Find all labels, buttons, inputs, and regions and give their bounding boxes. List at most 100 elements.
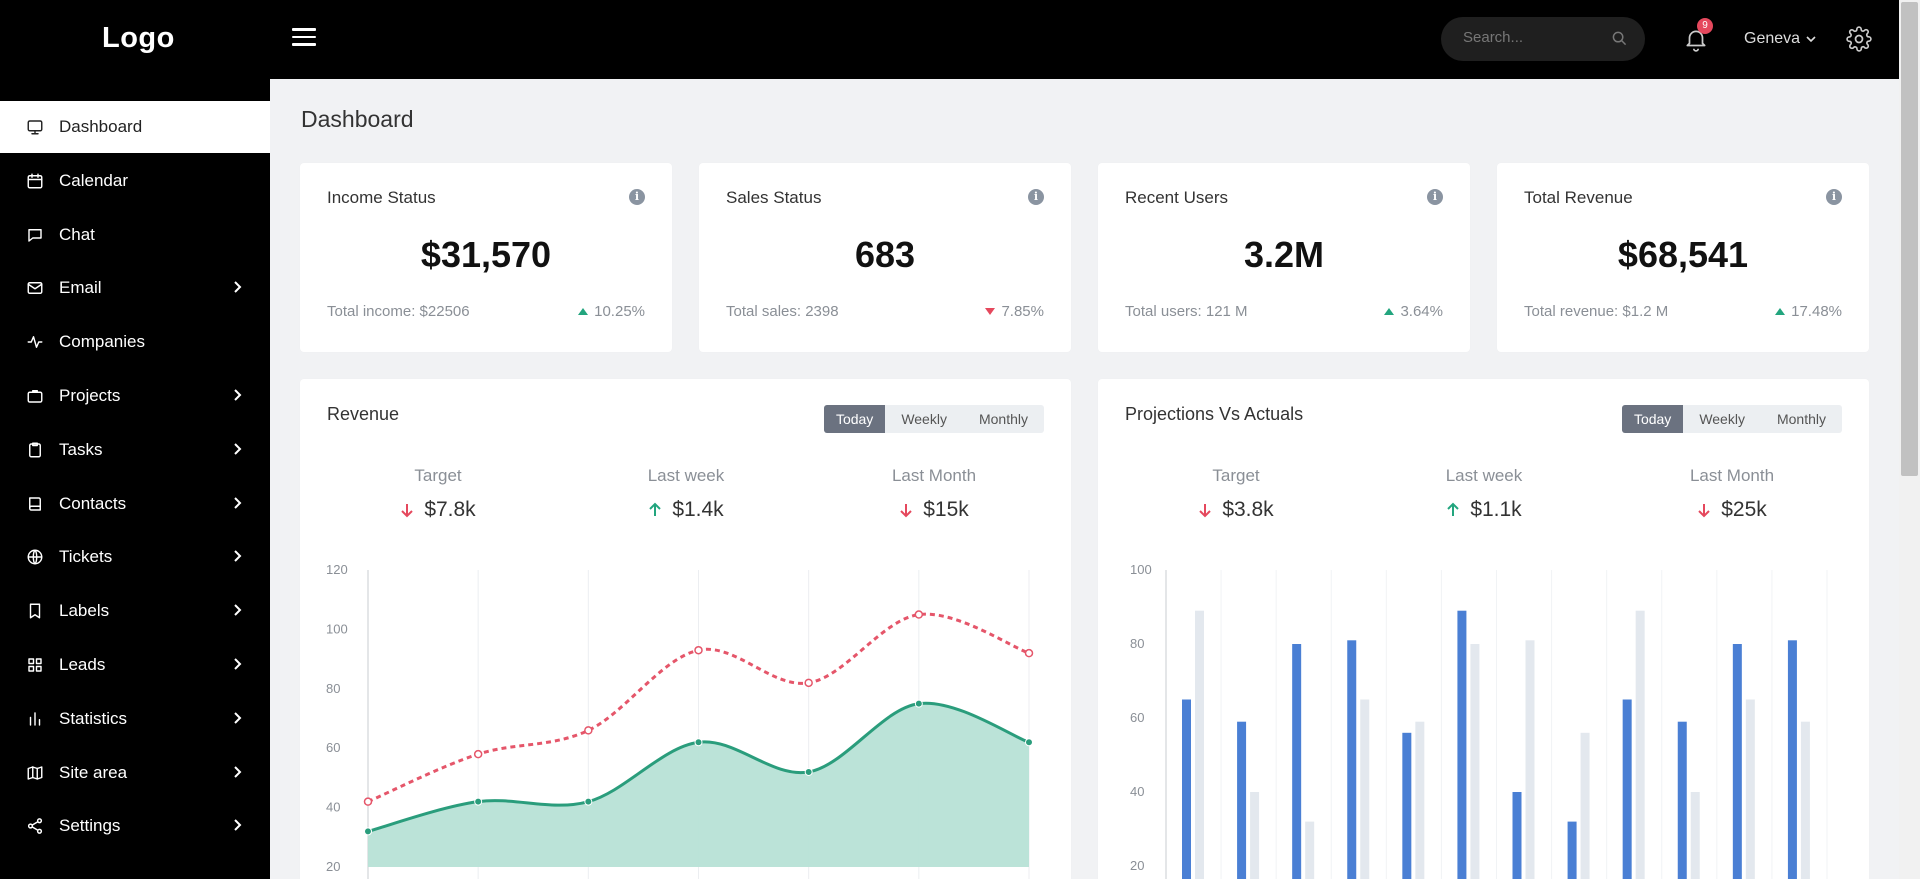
logo[interactable]: Logo — [102, 22, 175, 54]
sidebar-item-leads[interactable]: Leads — [0, 639, 270, 691]
area-point — [474, 797, 483, 806]
bar-secondary — [1745, 699, 1755, 879]
tab-monthly[interactable]: Monthly — [978, 411, 1028, 427]
chevron-right-icon — [234, 550, 242, 563]
info-icon[interactable]: i — [1427, 189, 1443, 205]
kpi-label: Last Month — [1689, 466, 1775, 485]
sidebar-item-label: Settings — [59, 816, 121, 836]
info-icon[interactable]: i — [1028, 189, 1044, 205]
revenue-chart: 20 40 60 80 100 120 — [326, 562, 1034, 879]
chevron-right-icon — [234, 819, 242, 832]
stat-subtext: Total income: $22506 — [327, 303, 470, 320]
bar-secondary — [1360, 699, 1370, 879]
bar-secondary — [1250, 792, 1260, 879]
y-tick-label: 100 — [1130, 562, 1152, 577]
sidebar-item-statistics[interactable]: Statistics — [0, 693, 270, 745]
stat-change: 10.25% — [578, 303, 645, 320]
sidebar-item-label: Labels — [59, 601, 110, 621]
y-tick-label: 40 — [326, 800, 340, 815]
stat-title: Total Revenue — [1524, 188, 1633, 207]
user-menu[interactable]: Geneva — [1744, 30, 1816, 48]
page-scrollbar[interactable] — [1899, 0, 1920, 879]
clipboard-icon — [25, 440, 45, 460]
kpi-value: $3.8k — [1222, 498, 1274, 521]
sidebar-item-chat[interactable]: Chat — [0, 209, 270, 261]
bar-chart-icon — [25, 709, 45, 729]
info-icon[interactable]: i — [1826, 189, 1842, 205]
sidebar-item-label: Site area — [59, 762, 128, 782]
info-icon[interactable]: i — [629, 189, 645, 205]
kpi-label: Target — [414, 466, 462, 485]
sidebar-item-label: Projects — [59, 386, 121, 405]
area-point — [914, 699, 923, 708]
stat-value: 3.2M — [1243, 234, 1325, 275]
y-tick-label: 120 — [326, 562, 348, 577]
area-point — [1025, 738, 1033, 747]
dashed-point — [914, 610, 924, 619]
notifications-button[interactable]: 9 — [1683, 18, 1713, 53]
y-tick-label: 80 — [1130, 636, 1144, 651]
area-point — [804, 767, 813, 776]
sidebar-item-companies[interactable]: Companies — [0, 316, 270, 368]
sidebar-item-label: Statistics — [59, 708, 128, 728]
stat-title: Recent Users — [1125, 188, 1228, 207]
sidebar-item-site-area[interactable]: Site area — [0, 747, 270, 799]
sidebar-item-label: Tickets — [59, 547, 113, 567]
stat-subtext: Total sales: 2398 — [726, 303, 839, 320]
search-box[interactable] — [1441, 17, 1645, 61]
stat-change-value: 10.25% — [594, 303, 645, 320]
notification-badge: 9 — [1697, 18, 1713, 34]
kpi-value: $1.1k — [1470, 498, 1522, 521]
dashed-point — [694, 645, 703, 655]
stat-change: 7.85% — [985, 303, 1044, 320]
area-fill — [368, 703, 1029, 867]
projections-chart: 20 40 60 80 100 — [1130, 562, 1828, 879]
settings-button[interactable] — [1846, 26, 1872, 57]
tab-weekly[interactable]: Weekly — [901, 411, 947, 427]
sidebar-item-dashboard[interactable]: Dashboard — [0, 101, 270, 153]
tab-monthly[interactable]: Monthly — [1776, 411, 1826, 427]
y-tick-label: 60 — [1130, 710, 1144, 725]
sidebar: Dashboard Calendar Chat Email Companies Proje… — [0, 79, 270, 879]
tab-today[interactable]: Today — [823, 405, 886, 433]
chevron-right-icon — [234, 281, 242, 294]
y-tick-label: 100 — [326, 621, 348, 636]
book-icon — [25, 494, 45, 514]
sidebar-item-contacts[interactable]: Contacts — [0, 478, 270, 530]
search-icon[interactable] — [1612, 31, 1627, 46]
sidebar-item-projects[interactable]: Projects — [0, 370, 270, 422]
stat-value: 683 — [854, 234, 916, 275]
projections-card: Projections Vs Actuals Today Weekly Mont… — [1098, 379, 1869, 879]
chevron-right-icon — [234, 765, 242, 778]
y-tick-label: 20 — [1130, 858, 1144, 873]
dashed-point — [473, 749, 483, 759]
sidebar-item-label: Calendar — [59, 170, 128, 190]
monitor-icon — [25, 117, 45, 137]
calendar-icon — [25, 171, 45, 191]
user-name: Geneva — [1744, 30, 1801, 47]
globe-icon — [25, 547, 45, 567]
kpi-label: Last week — [647, 466, 725, 485]
tab-weekly[interactable]: Weekly — [1699, 411, 1745, 427]
bar-secondary — [1635, 610, 1645, 879]
sidebar-item-labels[interactable]: Labels — [0, 585, 270, 637]
stat-subtext: Total revenue: $1.2 M — [1524, 303, 1669, 320]
sidebar-item-settings[interactable]: Settings — [0, 800, 270, 852]
stat-subtext: Total users: 121 M — [1125, 303, 1248, 320]
projections-period-tabs: Today Weekly Monthly — [1621, 405, 1842, 433]
kpi-value: $15k — [923, 498, 969, 521]
sidebar-item-email[interactable]: Email — [0, 262, 270, 314]
sidebar-item-tasks[interactable]: Tasks — [0, 424, 270, 476]
page-title: Dashboard — [301, 106, 414, 132]
sidebar-item-tickets[interactable]: Tickets — [0, 531, 270, 583]
sidebar-item-label: Companies — [59, 332, 145, 352]
sidebar-item-label: Leads — [59, 655, 106, 674]
scrollbar-thumb[interactable] — [1901, 2, 1918, 476]
bar-secondary — [1525, 640, 1535, 879]
tab-today[interactable]: Today — [1621, 405, 1684, 433]
bar-secondary — [1690, 792, 1700, 879]
menu-toggle-icon[interactable] — [292, 28, 316, 48]
chat-icon — [25, 225, 45, 245]
search-input[interactable] — [1463, 29, 1613, 46]
sidebar-item-calendar[interactable]: Calendar — [0, 155, 270, 207]
